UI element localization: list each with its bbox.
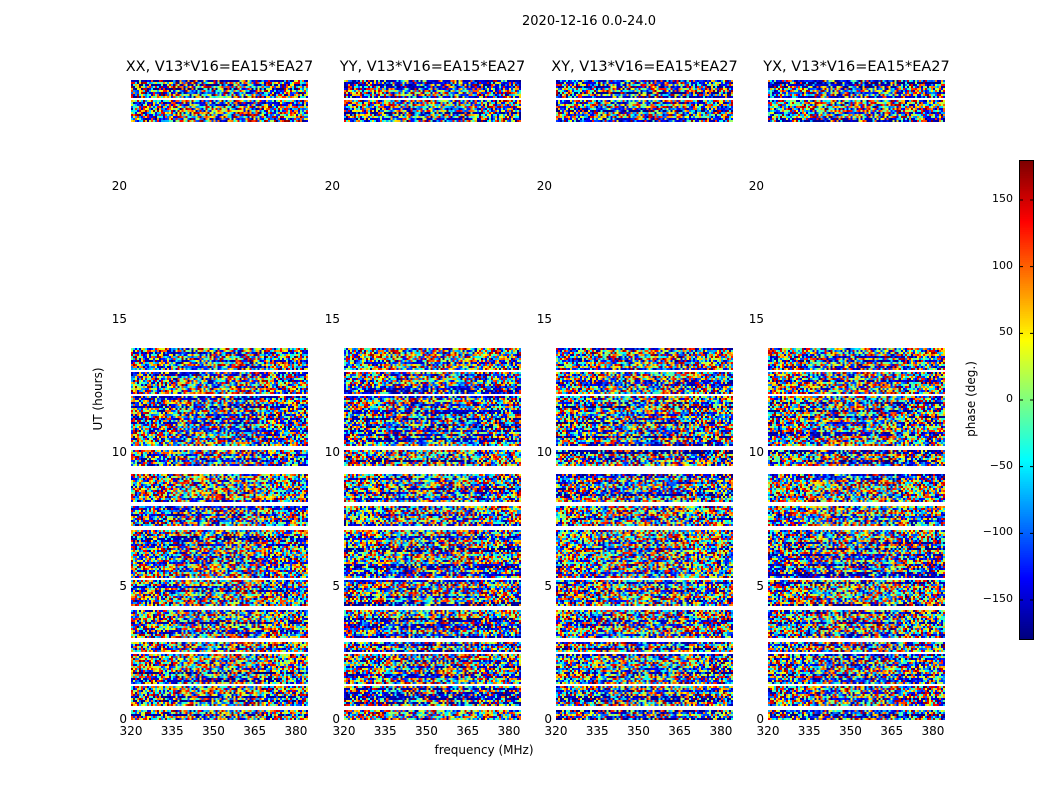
panel-title: XX, V13*V16=EA15*EA27 [125, 59, 314, 75]
colorbar-tick-label: −50 [989, 458, 1013, 472]
x-tick-label: 350 [202, 724, 225, 738]
y-tick-label: 0 [544, 712, 552, 726]
x-tick-label: 365 [880, 724, 904, 738]
x-tick-label: 380 [284, 724, 308, 738]
x-axis-label: frequency (MHz) [434, 743, 534, 757]
x-tick-label: 365 [243, 724, 267, 738]
y-tick-label: 5 [544, 578, 552, 593]
y-tick-label: 20 [536, 178, 552, 193]
colorbar-tick-label: 100 [992, 258, 1013, 272]
x-tick-label: 380 [921, 724, 945, 738]
x-tick-label: 350 [839, 724, 862, 738]
heatmap-1 [131, 80, 308, 720]
y-tick-label: 20 [324, 178, 340, 193]
heatmap-3 [556, 80, 733, 720]
colorbar-tick-label: −150 [982, 592, 1013, 605]
y-tick-label: 20 [111, 178, 127, 193]
y-tick-label: 15 [324, 312, 340, 326]
y-tick-label: 20 [748, 178, 764, 193]
x-tick-label: 320 [332, 724, 356, 738]
x-tick-label: 335 [160, 724, 184, 738]
y-tick-label: 5 [332, 578, 340, 593]
y-tick-label: 10 [536, 445, 552, 460]
panel-title: YY, V13*V16=EA15*EA27 [339, 59, 526, 75]
x-tick-label: 335 [585, 724, 609, 738]
x-tick-label: 335 [373, 724, 397, 738]
y-tick-label: 0 [119, 712, 127, 726]
heatmap-4 [768, 80, 945, 720]
colorbar-tick-label: 150 [992, 192, 1013, 205]
x-tick-label: 320 [119, 724, 143, 738]
colorbar-tick-label: 50 [999, 325, 1013, 339]
x-tick-label: 365 [456, 724, 480, 738]
x-tick-label: 380 [709, 724, 733, 738]
panel-title: XY, V13*V16=EA15*EA27 [551, 59, 738, 75]
y-tick-label: 0 [332, 712, 340, 726]
x-tick-label: 380 [497, 724, 521, 738]
y-tick-label: 10 [324, 445, 340, 460]
panel-title: YX, V13*V16=EA15*EA27 [763, 59, 950, 75]
x-tick-label: 320 [544, 724, 568, 738]
colorbar-tick-label: 0 [1006, 392, 1013, 405]
x-tick-label: 350 [415, 724, 438, 738]
x-tick-label: 320 [756, 724, 780, 738]
y-tick-label: 5 [119, 578, 127, 593]
heatmap-2 [344, 80, 521, 720]
colorbar-tick-label: −100 [982, 525, 1013, 539]
y-tick-label: 5 [756, 578, 764, 593]
figure-title: 2020-12-16 0.0-24.0 [522, 14, 656, 29]
x-tick-label: 335 [797, 724, 821, 738]
y-tick-label: 10 [748, 445, 764, 460]
y-tick-label: 15 [111, 312, 127, 326]
x-tick-label: 365 [668, 724, 692, 738]
x-tick-label: 350 [627, 724, 650, 738]
y-tick-label: 15 [748, 312, 764, 326]
y-tick-label: 15 [536, 312, 552, 326]
y-tick-label: 10 [111, 445, 127, 460]
y-tick-label: 0 [756, 712, 764, 726]
